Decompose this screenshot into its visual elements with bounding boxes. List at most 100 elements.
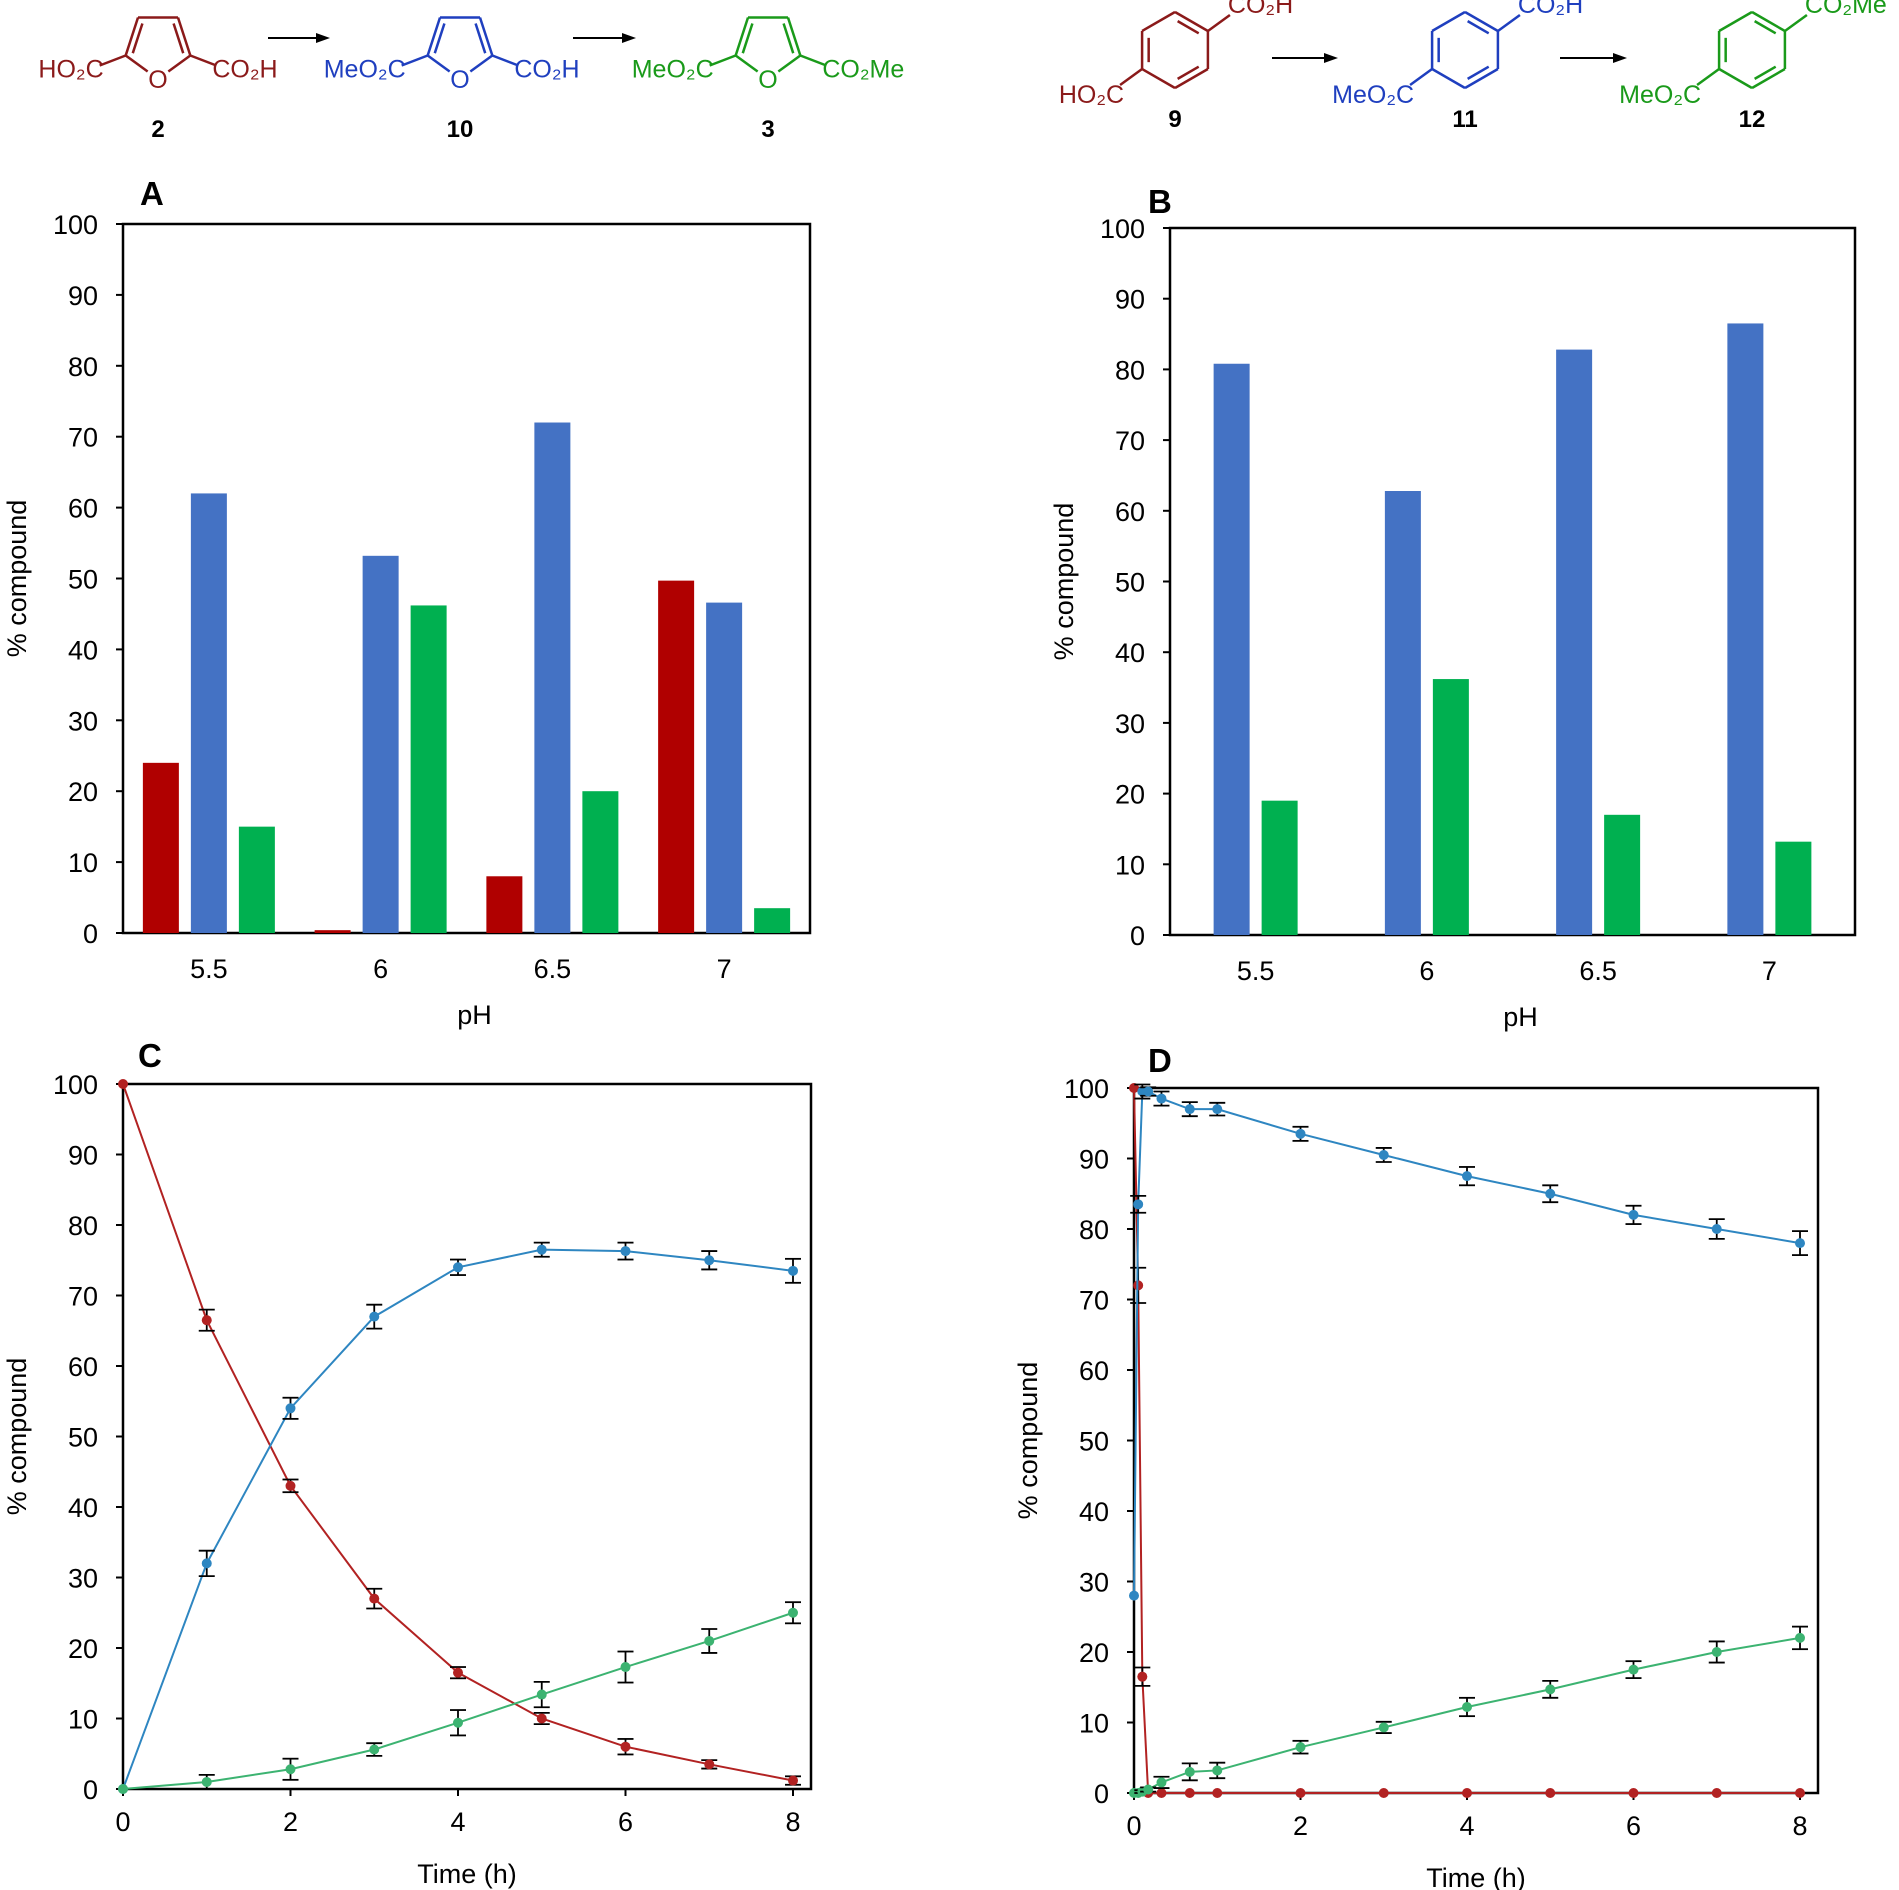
compound-number: 2 [151,116,164,143]
substituent-bond [1696,67,1720,87]
data-point [369,1744,380,1755]
data-point [788,1775,798,1786]
x-axis-label: pH [457,1000,492,1030]
ring-bond [1718,10,1753,33]
bar [238,826,275,933]
bar [1384,491,1421,935]
substituent-bond [491,54,519,67]
y-tick-label: 80 [1115,355,1145,385]
x-tick-label: 5.5 [190,954,228,984]
data-point [1295,1788,1306,1798]
ring-bond [1141,67,1176,90]
double-bond [1754,20,1777,35]
chart-panel-a: A 0 10 20 30 40 50 60 70 80 90 100 % compound pH 5.5 6 6… [2,175,812,1030]
furan-ring: O HO₂C CO₂H 2 [38,16,278,143]
data-point [1628,1788,1639,1798]
double-bond [1467,65,1490,80]
y-tick-label: 60 [1079,1356,1109,1386]
substituent-bond [1207,13,1231,33]
bar [1213,363,1250,935]
x-tick-label: 0 [115,1807,130,1837]
bar [362,555,399,933]
data-point [453,1262,463,1273]
data-point [1129,1590,1139,1601]
ring-bond [124,54,149,73]
data-point [1628,1664,1639,1675]
y-tick-label: 80 [68,1211,98,1241]
substituent-bond [1409,67,1433,87]
series-line [122,1611,794,1790]
y-tick-label: 20 [68,777,98,807]
x-tick-label: 2 [283,1807,298,1837]
y-tick-label: 90 [1115,285,1145,315]
data-point [536,1689,547,1700]
y-tick-label: 40 [68,1493,98,1523]
left-group-label: MeO₂C [324,56,406,84]
y-tick-label: 50 [1079,1427,1109,1457]
ring-bond [777,54,802,73]
data-point [285,1403,296,1414]
x-axis-label: Time (h) [1426,1863,1526,1890]
substituent-bond [1497,13,1521,33]
x-axis-label: pH [1503,1002,1538,1032]
x-tick-label: 7 [1762,956,1777,986]
compound-number: 3 [761,116,774,143]
double-bond [131,23,144,54]
x-tick-label: 6 [1419,956,1434,986]
data-point [1129,1083,1139,1093]
y-tick-label: 0 [83,1775,98,1805]
data-point [1295,1742,1306,1753]
panel-letter: B [1148,183,1172,220]
panel-letter: D [1148,1042,1172,1079]
compound-number: 9 [1168,106,1181,133]
compound-number: 12 [1739,106,1766,133]
x-tick-label: 2 [1293,1811,1308,1841]
y-axis-label: % compound [2,1358,32,1516]
data-point [1711,1224,1722,1234]
bar [486,876,523,933]
y-tick-label: 80 [1079,1215,1109,1245]
y-tick-label: 40 [68,635,98,665]
data-point [1795,1238,1805,1249]
ring-oxygen-label: O [450,66,469,94]
data-point [1212,1104,1223,1115]
benzene-ring: CO₂H MeO₂C 11 [1332,0,1583,133]
data-point [1143,1784,1154,1795]
data-point [536,1244,547,1255]
ring-bond [1718,67,1753,90]
substituent-bond [709,54,737,67]
y-tick-label: 10 [68,1705,98,1735]
data-point [369,1593,380,1604]
benzene-ring: CO₂Me MeO₂C 12 [1619,0,1887,133]
y-tick-label: 20 [68,1634,98,1664]
data-point [620,1662,631,1673]
data-point [620,1246,631,1257]
right-group-label: CO₂H [212,56,277,84]
data-point [118,1079,128,1089]
x-tick-label: 4 [1459,1811,1474,1841]
x-tick-label: 7 [717,954,732,984]
y-tick-label: 70 [1115,426,1145,456]
ring-bond [1431,10,1466,33]
ring-bond [478,17,494,56]
ring-bond [1174,10,1209,33]
data-point [1184,1788,1195,1798]
furan-ring: O MeO₂C CO₂H 10 [324,16,580,143]
data-point [1378,1788,1389,1798]
bar [1556,349,1593,935]
y-tick-label: 90 [68,281,98,311]
compound-number: 10 [447,116,474,143]
substituent-bond [1784,13,1808,33]
data-point [1545,1684,1556,1695]
ring-bond [1141,10,1176,33]
ring-bond [176,17,192,56]
ring-oxygen-label: O [758,66,777,94]
double-bond [741,23,754,54]
ring-bond [734,17,750,56]
bar [754,908,791,933]
y-tick-label: 90 [68,1141,98,1171]
data-point [1133,1199,1144,1210]
ring-bond [124,17,140,56]
x-tick-label: 6 [618,1807,633,1837]
